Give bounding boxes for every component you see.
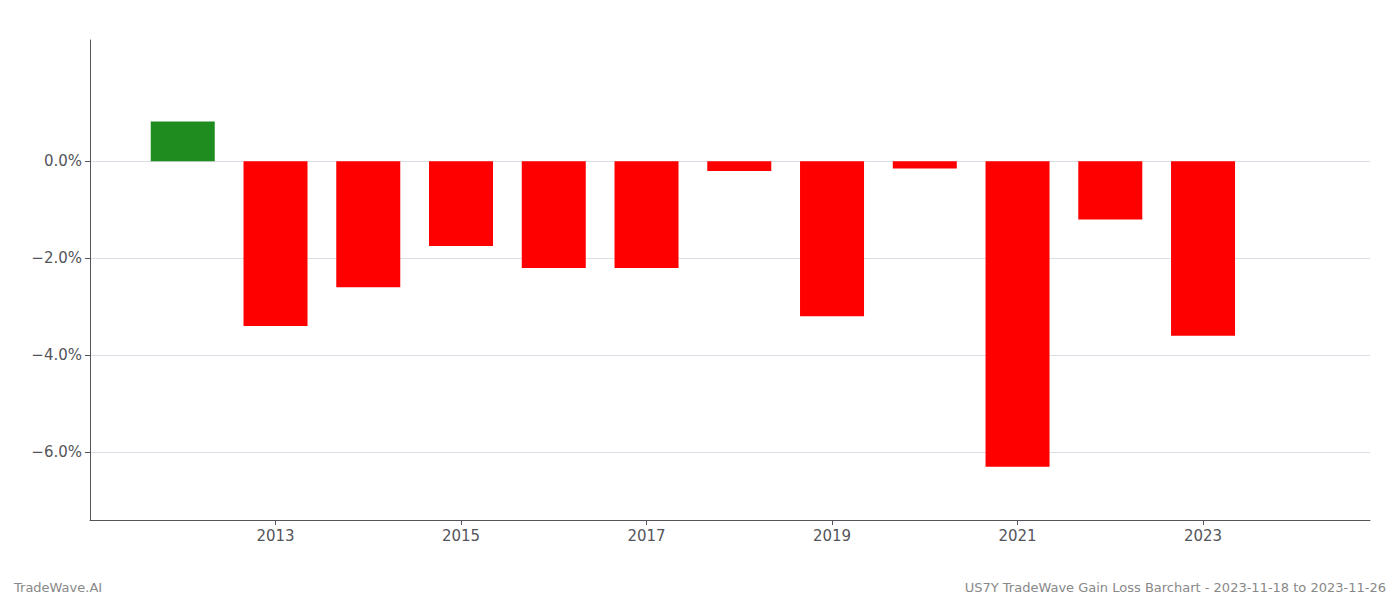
svg-text:−2.0%: −2.0%	[31, 249, 82, 267]
svg-text:2013: 2013	[256, 527, 294, 545]
svg-text:−6.0%: −6.0%	[31, 443, 82, 461]
svg-text:2023: 2023	[1184, 527, 1222, 545]
svg-text:US7Y TradeWave Gain Loss Barch: US7Y TradeWave Gain Loss Barchart - 2023…	[965, 580, 1386, 595]
svg-text:2015: 2015	[442, 527, 480, 545]
svg-text:−4.0%: −4.0%	[31, 346, 82, 364]
svg-text:0.0%: 0.0%	[44, 152, 82, 170]
svg-text:TradeWave.AI: TradeWave.AI	[13, 580, 102, 595]
svg-text:2017: 2017	[627, 527, 665, 545]
svg-text:2021: 2021	[998, 527, 1036, 545]
svg-text:2019: 2019	[813, 527, 851, 545]
